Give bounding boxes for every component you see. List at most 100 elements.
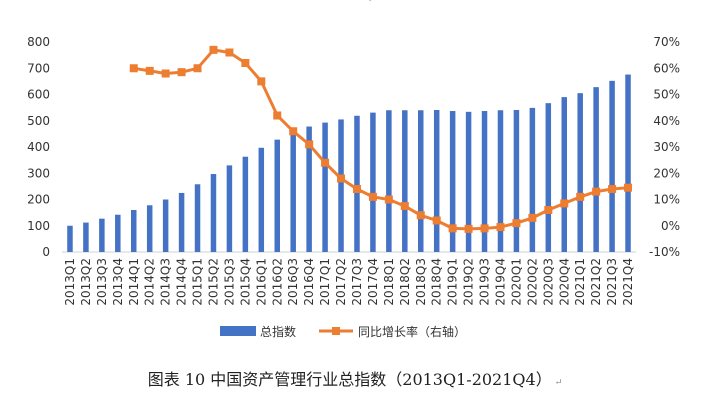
bar-2020Q4 <box>561 97 567 252</box>
bar-2014Q2 <box>146 205 153 252</box>
bar-2021Q3 <box>609 80 615 252</box>
left-axis-tick-label: 300 <box>27 166 50 180</box>
legend-bar-swatch <box>220 326 256 336</box>
x-axis-tick-label: 2017Q1 <box>318 258 332 306</box>
growth-point-2017Q1 <box>321 158 330 167</box>
bar-2016Q3 <box>290 132 296 252</box>
growth-point-2015Q3 <box>225 48 234 57</box>
right-axis-tick-label: 0% <box>661 219 680 233</box>
growth-point-2017Q3 <box>352 185 361 193</box>
x-axis-tick-label: 2014Q3 <box>159 258 173 306</box>
x-axis-tick-label: 2016Q4 <box>302 258 316 306</box>
growth-point-2020Q4 <box>560 199 569 208</box>
bar-2020Q1 <box>513 109 520 252</box>
bar-2019Q3 <box>481 111 488 252</box>
growth-point-2016Q1 <box>257 77 266 86</box>
bar-2018Q3 <box>418 110 424 252</box>
bar-2015Q1 <box>194 184 201 252</box>
legend: 总指数 同比增长率（右轴） <box>220 324 466 339</box>
left-axis-tick-label: 700 <box>27 61 50 75</box>
bar-series-total-index <box>67 74 631 253</box>
x-axis-tick-label: 2018Q4 <box>430 258 444 306</box>
bar-2014Q1 <box>131 210 137 252</box>
x-axis-tick-label: 2015Q2 <box>206 258 220 306</box>
bar-2013Q1 <box>67 225 73 252</box>
bar-2013Q2 <box>83 222 89 252</box>
figure-caption-text: 图表 10 中国资产管理行业总指数（2013Q1-2021Q4） <box>147 370 552 389</box>
x-axis-tick-label: 2013Q3 <box>95 258 109 306</box>
left-axis-tick-label: 500 <box>27 114 50 128</box>
legend-line-marker <box>332 327 340 335</box>
bar-2017Q3 <box>354 115 360 252</box>
growth-point-2014Q3 <box>161 69 170 78</box>
bar-2018Q4 <box>433 109 440 252</box>
growth-point-2014Q2 <box>145 66 154 75</box>
right-axis-tick-label: 10% <box>653 193 680 207</box>
x-axis-tick-label: 2019Q2 <box>462 258 476 306</box>
x-axis-tick-label: 2020Q3 <box>541 258 555 306</box>
bar-2019Q1 <box>449 111 456 252</box>
x-axis-tick-labels: 2013Q1 2013Q2 2013Q3 2013Q4 2014Q1 2014Q2 2014… <box>63 258 635 306</box>
growth-point-2018Q1 <box>384 195 393 204</box>
bar-2015Q3 <box>226 165 233 252</box>
growth-point-2019Q3 <box>480 224 489 233</box>
right-axis-tick-label: 30% <box>653 140 680 154</box>
bar-2013Q4 <box>115 214 121 252</box>
x-axis-tick-label: 2017Q2 <box>334 258 348 306</box>
bar-2017Q4 <box>370 112 376 252</box>
x-axis-tick-label: 2021Q2 <box>589 258 603 306</box>
growth-point-2021Q1 <box>576 192 585 201</box>
growth-point-2015Q1 <box>193 64 202 73</box>
bar-2016Q1 <box>258 147 265 252</box>
growth-point-2021Q2 <box>592 187 601 196</box>
caption-return-mark: ↵ <box>554 378 563 388</box>
right-axis-ticks: -10% 0% 10% 20% 30% 40% 50% 60% 70% <box>649 35 680 259</box>
x-axis-tick-label: 2014Q1 <box>127 258 141 306</box>
x-axis-tick-label: 2014Q4 <box>175 258 189 306</box>
left-axis-tick-label: 100 <box>27 219 50 233</box>
bar-2021Q1 <box>577 93 583 252</box>
line-series-markers <box>129 45 633 233</box>
left-axis-tick-label: 800 <box>27 35 50 49</box>
growth-point-2018Q3 <box>416 211 425 220</box>
legend-bar-label: 总指数 <box>260 324 296 339</box>
x-axis-tick-label: 2014Q2 <box>143 258 157 306</box>
growth-point-2020Q1 <box>512 219 521 228</box>
left-axis-tick-label: 0 <box>42 245 50 259</box>
right-axis-tick-label: 70% <box>653 35 680 49</box>
growth-point-2020Q2 <box>528 213 537 222</box>
right-axis-tick-label: 60% <box>653 61 680 75</box>
bar-2018Q1 <box>386 110 392 252</box>
x-axis-tick-label: 2020Q4 <box>557 258 571 306</box>
bar-2014Q4 <box>178 192 185 252</box>
bar-2019Q2 <box>465 111 472 252</box>
x-axis-tick-label: 2017Q3 <box>350 258 364 306</box>
growth-point-2020Q3 <box>544 206 553 214</box>
left-axis-tick-label: 600 <box>27 88 50 102</box>
growth-point-2021Q4 <box>624 183 633 192</box>
growth-point-2018Q2 <box>400 202 409 211</box>
bar-2016Q2 <box>274 139 280 252</box>
x-axis-tick-label: 2016Q3 <box>286 258 300 306</box>
left-axis-tick-label: 200 <box>27 193 50 207</box>
growth-point-2021Q3 <box>608 185 617 193</box>
bar-2018Q2 <box>402 110 408 252</box>
x-axis-tick-label: 2013Q4 <box>111 258 125 306</box>
x-axis-tick-label: 2020Q1 <box>509 258 523 306</box>
x-axis-tick-label: 2015Q4 <box>238 258 252 306</box>
right-axis-tick-label: 20% <box>653 166 680 180</box>
x-axis-tick-label: 2013Q2 <box>79 258 93 306</box>
right-axis-tick-label: 40% <box>653 114 680 128</box>
x-axis-tick-label: 2020Q2 <box>525 258 539 306</box>
left-axis-tick-label: 400 <box>27 140 50 154</box>
bar-2014Q3 <box>162 199 169 252</box>
figure-caption: 图表 10 中国资产管理行业总指数（2013Q1-2021Q4） ↵ <box>0 366 710 390</box>
x-axis-tick-label: 2019Q4 <box>493 258 507 306</box>
growth-point-2016Q2 <box>273 111 282 120</box>
growth-point-2016Q4 <box>305 140 314 149</box>
growth-point-2019Q4 <box>496 223 505 232</box>
x-axis-tick-label: 2015Q3 <box>222 258 236 306</box>
x-axis-tick-label: 2019Q3 <box>478 258 492 306</box>
bar-2017Q1 <box>322 122 328 253</box>
x-axis-tick-label: 2019Q1 <box>446 258 460 306</box>
